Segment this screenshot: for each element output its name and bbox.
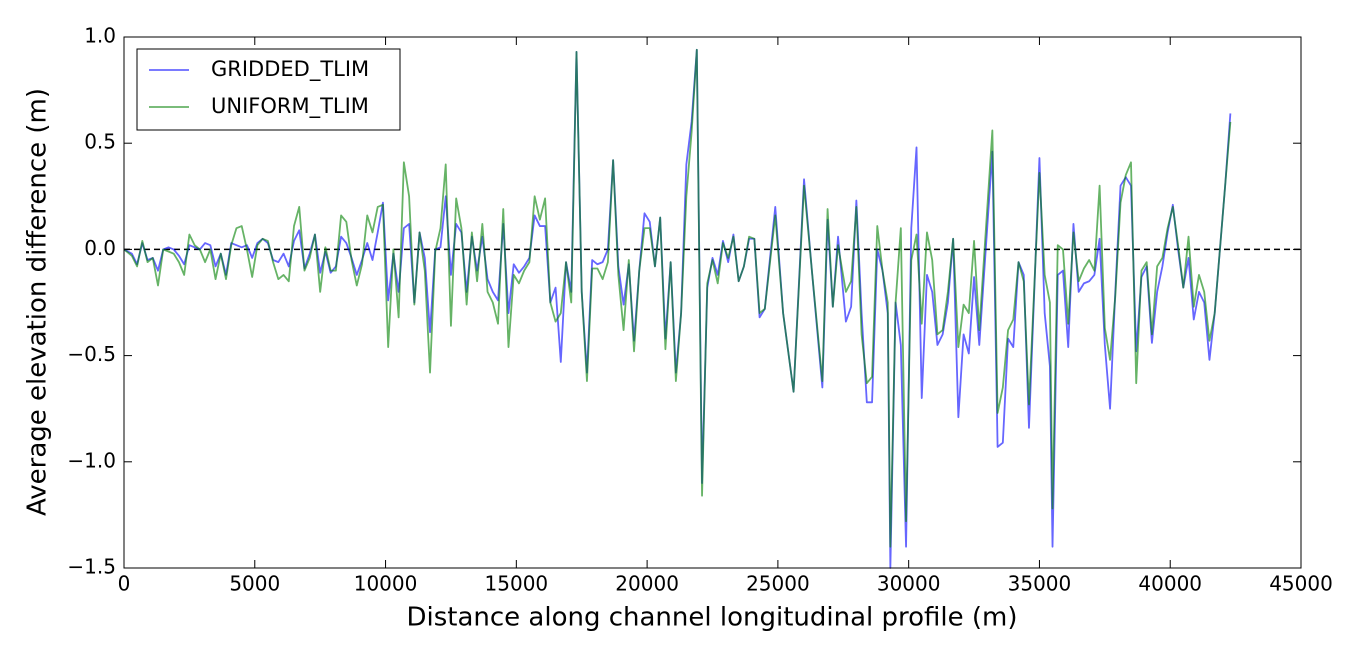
series-line <box>123 48 1232 548</box>
x-tick-label: 0 <box>118 572 131 596</box>
x-tick-label: 10000 <box>354 572 418 596</box>
x-tick-label: 25000 <box>746 572 810 596</box>
y-tick-label: 0.0 <box>84 236 116 260</box>
y-tick-label: 0.5 <box>84 130 116 154</box>
x-tick-label: 45000 <box>1269 572 1333 596</box>
x-tick-label: 15000 <box>485 572 549 596</box>
plot-frame <box>123 36 1302 569</box>
y-axis-label: Average elevation difference (m) <box>23 88 53 516</box>
y-tick-label: −1.5 <box>67 555 116 579</box>
x-tick-label: 35000 <box>1008 572 1072 596</box>
x-axis-label: Distance along channel longitudinal prof… <box>406 603 1017 633</box>
legend-box <box>136 48 401 131</box>
legend-label: GRIDDED_TLIM <box>211 57 369 82</box>
legend-label: UNIFORM_TLIM <box>211 94 369 119</box>
x-tick-label: 40000 <box>1138 572 1202 596</box>
x-tick-label: 30000 <box>877 572 941 596</box>
x-tick-label: 20000 <box>615 572 679 596</box>
x-tick-label: 5000 <box>229 572 280 596</box>
y-tick-label: −1.0 <box>67 448 116 472</box>
y-tick-label: 1.0 <box>84 24 116 48</box>
y-tick-label: −0.5 <box>67 342 116 366</box>
